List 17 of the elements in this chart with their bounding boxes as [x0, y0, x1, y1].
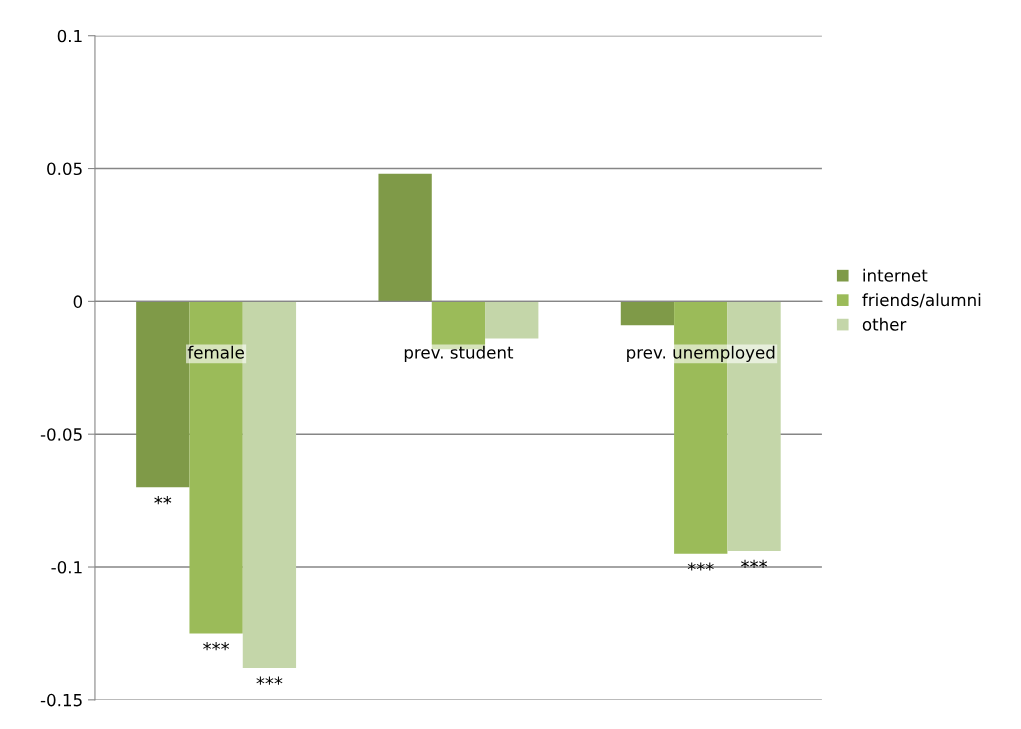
legend-label: internet — [863, 268, 928, 282]
data-label: *** — [203, 642, 230, 651]
x-tick-label: prev. unemployed — [627, 345, 775, 362]
y-tick-label: -0.15 — [40, 693, 82, 707]
data-label: *** — [256, 676, 283, 685]
y-tick-label: 0.05 — [47, 162, 82, 176]
legend-label: other — [862, 317, 907, 331]
data-label: *** — [687, 562, 714, 571]
y-tick-label: -0.1 — [51, 560, 82, 574]
x-tick-label: female — [187, 345, 244, 359]
legend-label: friends/alumni — [862, 293, 981, 308]
data-label: ** — [154, 495, 172, 505]
y-tick-label: -0.05 — [40, 428, 82, 441]
y-tick-label: 0.1 — [57, 29, 82, 43]
x-tick-label: prev. student — [404, 345, 514, 362]
data-label: *** — [741, 559, 768, 568]
y-tick-label: 0 — [73, 295, 83, 308]
